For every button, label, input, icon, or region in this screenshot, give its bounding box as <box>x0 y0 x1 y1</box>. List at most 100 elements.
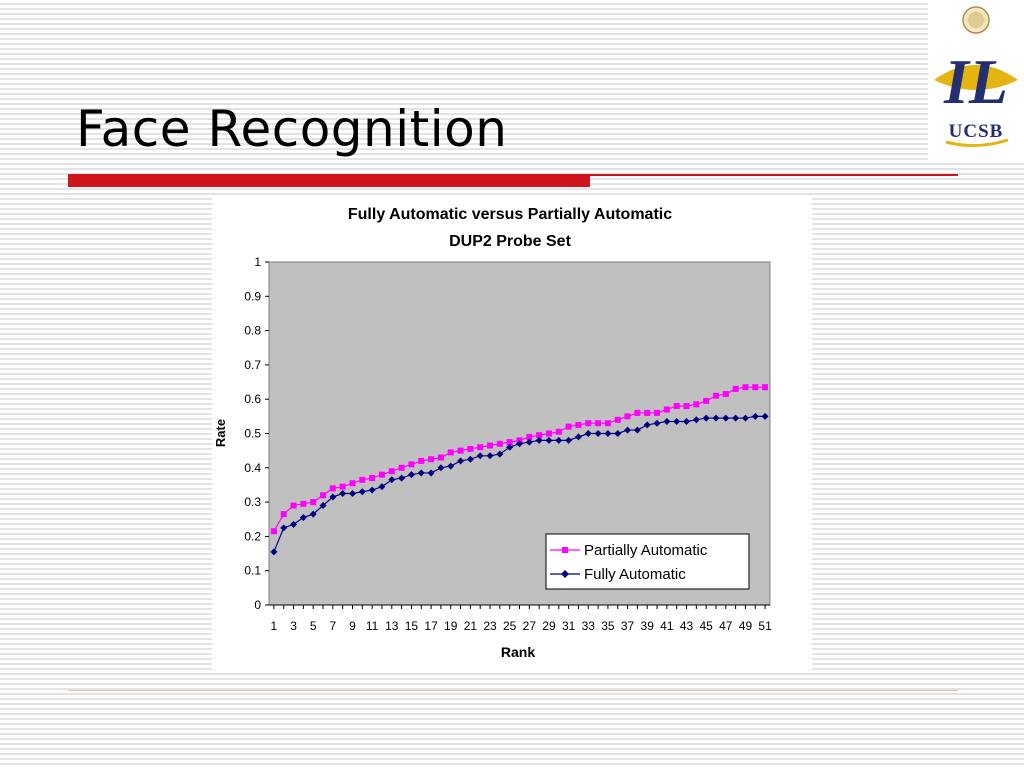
data-point-partially-automatic <box>712 392 719 399</box>
data-point-partially-automatic <box>300 500 307 507</box>
y-axis-label: Rate <box>213 419 228 447</box>
data-point-fully-automatic <box>417 469 425 477</box>
data-point-fully-automatic <box>398 474 406 482</box>
data-point-partially-automatic <box>457 447 464 454</box>
x-tick-label: 47 <box>719 619 733 633</box>
data-point-fully-automatic <box>290 520 298 528</box>
x-tick-label: 43 <box>680 619 694 633</box>
data-point-fully-automatic <box>555 436 563 444</box>
ucsb-logo: IL UCSB <box>928 0 1024 160</box>
data-point-fully-automatic <box>722 414 730 422</box>
y-tick-label: 0.5 <box>244 427 261 441</box>
x-tick-label: 9 <box>349 619 356 633</box>
y-tick-label: 0.6 <box>244 392 261 406</box>
data-point-fully-automatic <box>604 430 612 437</box>
data-point-fully-automatic <box>319 502 327 510</box>
y-tick-label: 0.9 <box>244 289 261 303</box>
x-tick-label: 3 <box>290 619 297 633</box>
data-point-partially-automatic <box>634 409 641 416</box>
line-chart: Fully Automatic versus Partially Automat… <box>213 206 772 660</box>
y-tick-label: 0.1 <box>244 564 261 578</box>
data-point-fully-automatic <box>692 416 700 424</box>
x-tick-label: 21 <box>464 619 478 633</box>
slide-title: Face Recognition <box>76 100 508 158</box>
x-tick-label: 13 <box>385 619 399 633</box>
chart-panel: Fully Automatic versus Partially Automat… <box>212 196 812 672</box>
data-point-fully-automatic <box>761 412 769 420</box>
data-point-partially-automatic <box>545 430 552 437</box>
data-point-fully-automatic <box>525 438 533 446</box>
data-point-fully-automatic <box>584 430 592 437</box>
data-point-partially-automatic <box>477 444 484 451</box>
x-tick-label: 25 <box>503 619 517 633</box>
legend-fully-label: Fully Automatic <box>584 566 686 583</box>
data-point-fully-automatic <box>427 469 435 477</box>
data-point-fully-automatic <box>565 436 573 444</box>
data-point-fully-automatic <box>348 490 356 498</box>
data-point-fully-automatic <box>339 490 347 498</box>
data-point-fully-automatic <box>466 455 474 463</box>
data-point-partially-automatic <box>428 456 435 463</box>
data-point-fully-automatic <box>516 440 523 448</box>
data-point-fully-automatic <box>368 486 376 494</box>
y-tick-label: 0.7 <box>244 358 261 372</box>
x-tick-label: 37 <box>621 619 635 633</box>
data-point-partially-automatic <box>467 445 474 452</box>
data-point-partially-automatic <box>595 420 602 427</box>
data-point-partially-automatic <box>388 468 395 475</box>
legend-partial-label: Partially Automatic <box>584 542 708 559</box>
data-point-fully-automatic <box>535 436 543 444</box>
x-tick-label: 19 <box>444 619 458 633</box>
x-tick-label: 27 <box>523 619 537 633</box>
y-tick-label: 1 <box>254 255 261 269</box>
legend: Partially Automatic Fully Automatic <box>545 533 750 590</box>
data-point-fully-automatic <box>476 452 484 460</box>
data-point-partially-automatic <box>378 471 385 478</box>
data-point-partially-automatic <box>644 409 651 416</box>
data-point-fully-automatic <box>378 483 386 491</box>
data-point-partially-automatic <box>722 391 729 398</box>
data-point-fully-automatic <box>643 421 651 429</box>
data-point-fully-automatic <box>732 414 740 422</box>
x-tick-label: 1 <box>271 619 278 633</box>
data-point-fully-automatic <box>624 426 632 434</box>
data-point-partially-automatic <box>506 439 513 446</box>
data-point-partially-automatic <box>693 401 700 408</box>
y-tick-label: 0.3 <box>244 495 261 509</box>
x-tick-label: 33 <box>582 619 596 633</box>
data-point-partially-automatic <box>418 457 425 464</box>
data-point-partially-automatic <box>359 476 366 483</box>
data-point-partially-automatic <box>604 420 611 427</box>
chart-title: Fully Automatic versus Partially Automat… <box>348 206 672 223</box>
footer-divider <box>68 690 958 691</box>
data-point-partially-automatic <box>575 421 582 428</box>
data-point-partially-automatic <box>320 492 327 499</box>
data-point-fully-automatic <box>683 417 691 425</box>
data-point-fully-automatic <box>457 457 465 465</box>
data-point-fully-automatic <box>358 488 366 496</box>
data-point-fully-automatic <box>574 433 582 441</box>
x-tick-label: 15 <box>405 619 419 633</box>
x-tick-label: 23 <box>483 619 497 633</box>
ucsb-logo-icon: IL UCSB <box>934 6 1018 147</box>
data-point-partially-automatic <box>536 432 543 439</box>
x-tick-label: 49 <box>739 619 753 633</box>
data-point-partially-automatic <box>565 423 572 430</box>
title-underline-thin <box>590 174 958 176</box>
data-point-fully-automatic <box>712 414 720 422</box>
data-point-partially-automatic <box>408 461 415 468</box>
data-point-fully-automatic <box>506 443 514 451</box>
x-tick-label: 41 <box>660 619 674 633</box>
x-axis-label: Rank <box>501 644 535 660</box>
data-point-partially-automatic <box>663 406 670 413</box>
data-point-fully-automatic <box>751 412 759 420</box>
data-point-fully-automatic <box>633 426 641 434</box>
data-point-fully-automatic <box>545 436 553 444</box>
data-point-fully-automatic <box>702 414 710 422</box>
data-point-partially-automatic <box>270 528 277 535</box>
x-tick-label: 7 <box>330 619 337 633</box>
data-point-partially-automatic <box>487 442 494 449</box>
data-point-partially-automatic <box>310 499 317 506</box>
data-point-partially-automatic <box>339 483 346 490</box>
data-point-fully-automatic <box>329 493 337 501</box>
